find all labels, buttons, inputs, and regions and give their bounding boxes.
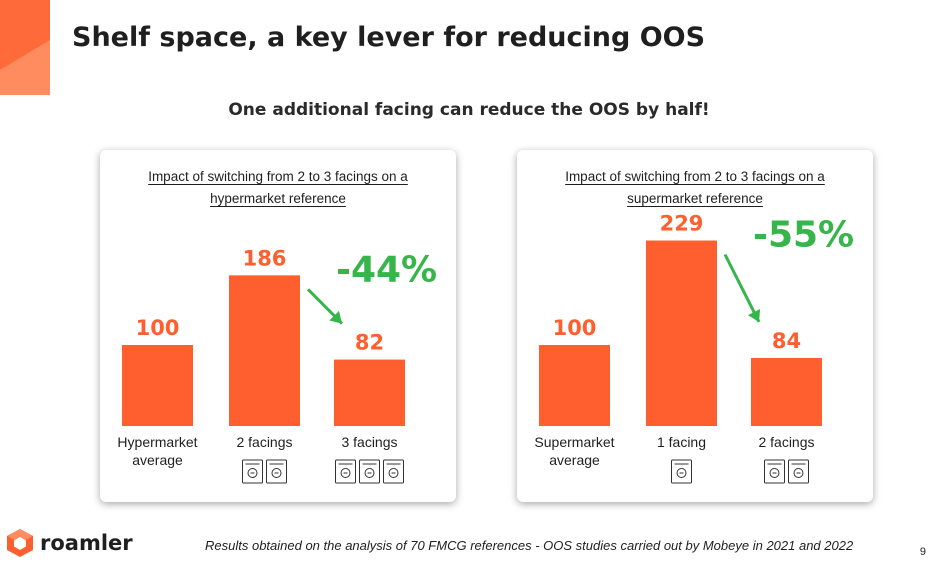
chart-hypermarket: 100 Hypermarket average 186 2 facings 82 3 fac…: [117, 246, 437, 484]
product-facing-icon: [764, 459, 785, 484]
footer-note: Results obtained on the analysis of 70 F…: [205, 538, 854, 553]
logo-text: roamler: [40, 531, 133, 555]
category-label: 2 facings: [758, 434, 814, 450]
page-title: Shelf space, a key lever for reducing OO…: [72, 22, 706, 53]
product-facing-icon: [266, 459, 287, 484]
bar-2: [751, 357, 822, 426]
chart-card-hypermarket: 100 Hypermarket average 186 2 facings 82 3 fac…: [100, 150, 456, 502]
product-facing-icon: [335, 459, 356, 484]
bar-0: [539, 345, 610, 426]
category-label: 3 facings: [341, 434, 397, 450]
chart-title-line-1: Impact of switching from 2 to 3 facings …: [565, 169, 825, 184]
bar-value-label: 186: [243, 246, 287, 270]
chart-title-line-2: hypermarket reference: [210, 191, 346, 206]
page-subtitle: One additional facing can reduce the OOS…: [228, 100, 710, 120]
category-label: average: [549, 452, 600, 468]
category-label: Supermarket: [534, 434, 614, 450]
change-arrow-head: [747, 309, 761, 322]
product-facing-icon: [242, 459, 263, 484]
bar-value-label: 100: [553, 316, 597, 340]
roamler-logo-icon: [7, 529, 33, 557]
chart-title-line-2: supermarket reference: [627, 191, 763, 206]
product-facing-icon: [671, 459, 692, 484]
product-facing-icon: [383, 459, 404, 484]
bar-value-label: 229: [660, 212, 704, 236]
bar-value-label: 100: [136, 316, 180, 340]
chart-card-supermarket: 100 Supermarket average 229 1 facing 84 2 faci…: [517, 150, 873, 502]
bar-2: [334, 359, 405, 426]
change-arrow: [723, 253, 761, 323]
chart-title: Impact of switching from 2 to 3 facings …: [110, 166, 446, 210]
category-label: 2 facings: [236, 434, 292, 450]
bar-0: [122, 345, 193, 426]
change-percent-label: -55%: [753, 215, 854, 256]
bar-value-label: 84: [772, 329, 801, 353]
change-percent-label: -44%: [336, 249, 437, 290]
category-label: 1 facing: [657, 434, 706, 450]
product-facing-icon: [359, 459, 380, 484]
accent-bar: [0, 0, 50, 95]
bar-1: [646, 240, 717, 426]
chart-title: Impact of switching from 2 to 3 facings …: [527, 166, 863, 210]
category-label: Hypermarket: [117, 434, 197, 450]
product-facing-icon: [788, 459, 809, 484]
chart-title-line-1: Impact of switching from 2 to 3 facings …: [148, 169, 408, 184]
bar-1: [229, 275, 300, 426]
roamler-logo: roamler: [6, 528, 133, 558]
change-arrow-head: [329, 310, 342, 324]
page-number: 9: [919, 546, 926, 558]
chart-supermarket: 100 Supermarket average 229 1 facing 84 2 faci…: [534, 212, 854, 484]
category-label: average: [132, 452, 183, 468]
bar-value-label: 82: [355, 331, 384, 355]
